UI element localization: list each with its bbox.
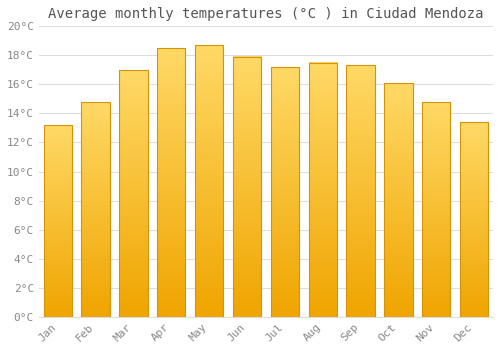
Bar <box>119 70 148 317</box>
Bar <box>460 122 488 317</box>
Bar <box>308 63 337 317</box>
Bar <box>195 45 224 317</box>
Title: Average monthly temperatures (°C ) in Ciudad Mendoza: Average monthly temperatures (°C ) in Ci… <box>48 7 484 21</box>
Bar <box>346 65 375 317</box>
Bar <box>157 48 186 317</box>
Bar <box>422 102 450 317</box>
Bar <box>270 67 299 317</box>
Bar <box>82 102 110 317</box>
Bar <box>233 57 261 317</box>
Bar <box>44 125 72 317</box>
Bar <box>384 83 412 317</box>
